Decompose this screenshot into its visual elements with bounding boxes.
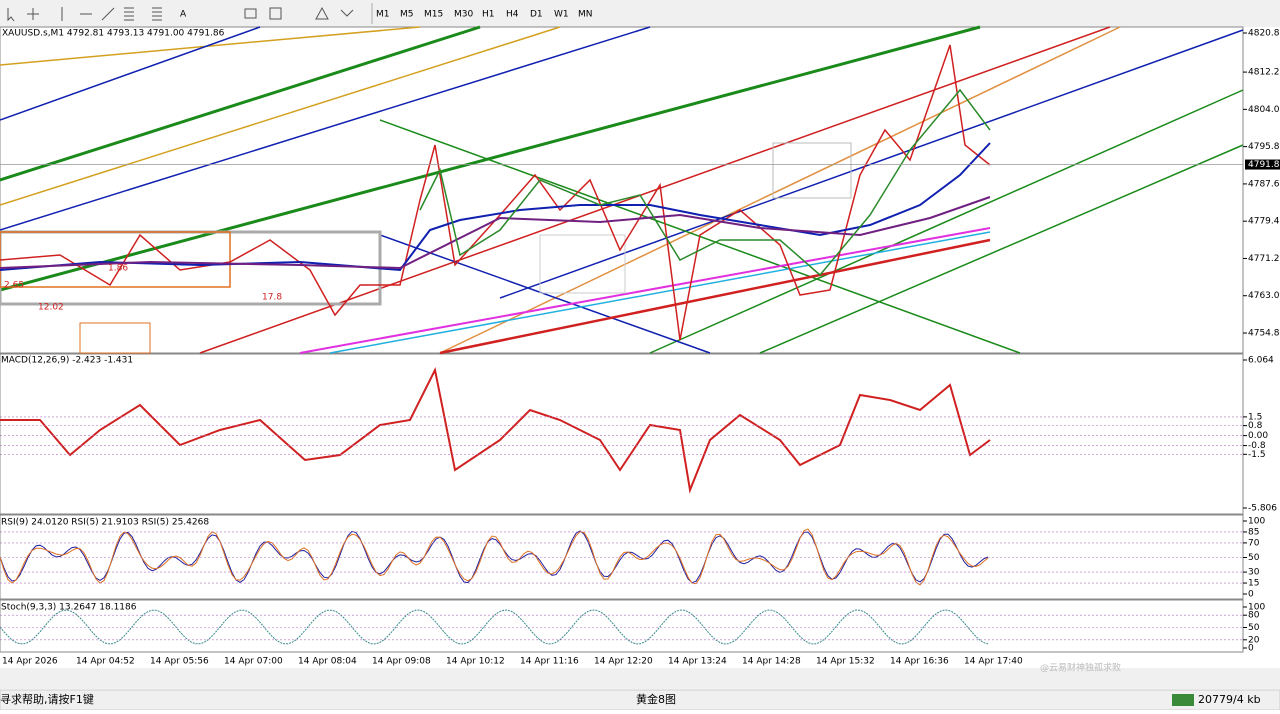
annotation: 17.8 (262, 293, 282, 303)
stoch-header: Stoch(9,3,3) 13.2647 18.1186 (1, 603, 137, 613)
y-tick-label: 4763.00 (1248, 291, 1280, 301)
y-tick-label: 50 (1248, 553, 1260, 563)
y-tick-label: 100 (1248, 603, 1265, 613)
y-tick-label: 0.8 (1248, 421, 1263, 431)
rsi-header: RSI(9) 24.0120 RSI(5) 21.9103 RSI(5) 25.… (1, 518, 209, 528)
timeframe-button[interactable]: W1 (554, 10, 569, 20)
y-tick-label: 6.064 (1248, 356, 1274, 366)
x-tick-label: 14 Apr 2026 (2, 657, 58, 667)
x-tick-label: 14 Apr 11:16 (520, 657, 579, 667)
tool-icons (7, 6, 354, 22)
y-tick-label: 85 (1248, 527, 1259, 537)
y-tick-label: 15 (1248, 579, 1259, 589)
timeframe-button[interactable]: D1 (530, 10, 543, 20)
y-tick-label: 0 (1248, 590, 1254, 600)
current-price-box (1245, 159, 1280, 170)
x-tick-label: 14 Apr 12:20 (594, 657, 653, 667)
x-tick-label: 14 Apr 16:36 (890, 657, 949, 667)
status-traffic: 20779/4 kb (1198, 693, 1261, 706)
main-panel (0, 26, 1244, 354)
rsi-curves (0, 528, 989, 586)
y-tick-label: 30 (1248, 568, 1260, 578)
macd-curves (0, 366, 991, 494)
timeframe-button[interactable]: H4 (506, 10, 519, 20)
timeframe-button[interactable]: MN (578, 10, 593, 20)
x-tick-label: 14 Apr 04:52 (76, 657, 135, 667)
y-tick-label: 100 (1248, 517, 1265, 527)
y-tick-label: 4795.80 (1248, 142, 1280, 152)
stoch-curve (0, 609, 989, 645)
tool-text[interactable]: A (180, 10, 187, 20)
annotation: 12.02 (38, 303, 64, 313)
annotation: 2.65 (4, 281, 24, 291)
chart-header: XAUUSD.s,M1 4792.81 4793.13 4791.00 4791… (2, 29, 225, 39)
y-tick-label: 1.5 (1248, 412, 1262, 422)
timeframe-button[interactable]: M15 (424, 10, 443, 20)
y-tick-label: 70 (1248, 538, 1260, 548)
y-tick-label: -5.806 (1248, 504, 1277, 514)
y-tick-label: -1.5 (1248, 450, 1266, 460)
y-tick-label: 0 (1248, 644, 1254, 654)
x-tick-label: 14 Apr 08:04 (298, 657, 357, 667)
x-tick-label: 14 Apr 07:00 (224, 657, 283, 667)
y-tick-label: 80 (1248, 611, 1260, 621)
x-tick-label: 14 Apr 13:24 (668, 657, 727, 667)
y-tick-label: 0.00 (1248, 431, 1268, 441)
status-help: 寻求帮助,请按F1键 (0, 692, 94, 706)
x-tick-label: 14 Apr 17:40 (964, 657, 1023, 667)
status-profile: 黄金8图 (636, 692, 676, 706)
trendlines (0, 25, 1244, 355)
macd-header: MACD(12,26,9) -2.423 -1.431 (1, 356, 133, 366)
x-tick-label: 14 Apr 09:08 (372, 657, 431, 667)
timeframe-button[interactable]: M5 (400, 10, 414, 20)
rsi-panel (0, 514, 1244, 600)
timeframe-button[interactable]: M1 (376, 10, 390, 20)
stoch-panel (0, 599, 1244, 653)
toolbar (0, 0, 1280, 27)
x-tick-label: 14 Apr 05:56 (150, 657, 209, 667)
annotation: 1.86 (108, 264, 128, 274)
x-tick-label: 14 Apr 15:32 (816, 657, 875, 667)
y-tick-label: 4754.80 (1248, 329, 1280, 339)
y-tick-label: 4820.80 (1248, 29, 1280, 39)
y-tick-label: 20 (1248, 635, 1260, 645)
price-lines (0, 44, 991, 341)
y-tick-label: 4812.20 (1248, 68, 1280, 78)
x-tick-label: 14 Apr 10:12 (446, 657, 505, 667)
y-tick-label: 4779.40 (1248, 217, 1280, 227)
connection-icon (1172, 694, 1194, 706)
y-tick-label: 50 (1248, 623, 1260, 633)
y-tick-label: -0.8 (1248, 441, 1266, 451)
macd-panel (0, 353, 1244, 515)
current-price-label: 4791.86 (1248, 160, 1280, 170)
timeframe-button[interactable]: H1 (482, 10, 495, 20)
watermark: @云易财神独孤求败 (1040, 662, 1121, 674)
timeframe-button[interactable]: M30 (454, 10, 473, 20)
y-tick-label: 4804.00 (1248, 105, 1280, 115)
x-tick-label: 14 Apr 14:28 (742, 657, 801, 667)
y-tick-label: 4787.60 (1248, 179, 1280, 189)
y-tick-label: 4771.20 (1248, 254, 1280, 264)
tab-bar (0, 668, 1280, 689)
